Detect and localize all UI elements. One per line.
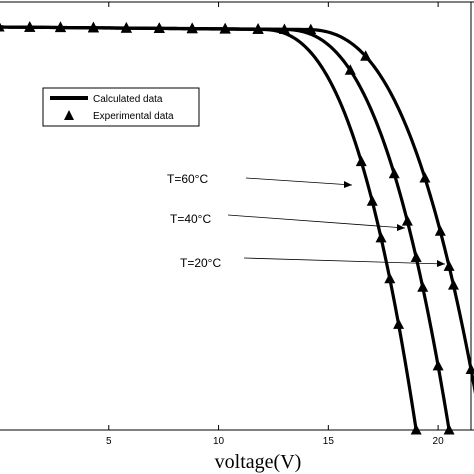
series-2-marker-7	[219, 22, 231, 34]
series-2-marker-14	[447, 279, 459, 290]
series-2-marker-13	[443, 260, 455, 271]
x-tick-label-0: 5	[106, 436, 112, 447]
series-0-marker-12	[384, 272, 396, 284]
annotation-arrowhead-t20	[437, 260, 445, 267]
series-1-marker-10	[344, 64, 356, 75]
annotation-arrowhead-t40	[397, 224, 405, 231]
series-0-marker-10	[366, 195, 378, 206]
x-tick-label-2: 15	[323, 436, 335, 447]
legend: Calculated data Experimental data	[42, 87, 200, 127]
series-0-marker-13	[393, 318, 405, 329]
series-1-marker-15	[432, 359, 444, 371]
series-2-marker-9	[305, 23, 317, 35]
x-tick-label-1: 10	[213, 436, 225, 447]
series-2-marker-15	[465, 363, 474, 375]
series-1-marker-16	[443, 424, 455, 435]
series-1-marker-11	[388, 167, 400, 179]
series-2-marker-10	[360, 50, 372, 61]
annotation-arrow-t20	[243, 257, 446, 265]
x-tick-label-3: 20	[433, 436, 445, 447]
series-0-marker-11	[375, 231, 387, 243]
series-2-marker-0	[0, 22, 5, 32]
annotation-arrowhead-t60	[344, 181, 352, 188]
series-2-marker-5	[153, 22, 165, 33]
annotation-t20: T=20°C	[180, 256, 221, 270]
series-0-marker-9	[355, 155, 367, 167]
series-2-marker-8	[252, 23, 264, 34]
series-2-marker-1	[24, 21, 36, 32]
series-1-marker-14	[417, 281, 429, 292]
temperature-annotations: T=60°C T=40°C T=20°C	[167, 172, 446, 270]
legend-entry-experimental: Experimental data	[93, 111, 174, 122]
legend-entry-calculated: Calculated data	[93, 94, 163, 105]
series-1-marker-12	[401, 215, 413, 226]
series-1-marker-9	[278, 23, 290, 34]
series-2-marker-11	[419, 172, 431, 183]
x-ticks-layer: 5 10 15 20	[106, 2, 444, 447]
series-2-marker-3	[87, 21, 99, 33]
x-axis-label: voltage(V)	[215, 451, 302, 473]
annotation-t40: T=40°C	[170, 212, 211, 226]
legend-triangle-swatch	[64, 110, 74, 120]
series-0-marker-14	[410, 424, 422, 435]
series-2-marker-2	[54, 21, 66, 32]
series-2-marker-6	[186, 22, 198, 34]
annotation-arrow-t60	[245, 177, 353, 186]
annotation-t60: T=60°C	[167, 172, 208, 186]
series-line-2	[0, 25, 474, 395]
series-2-marker-4	[120, 22, 132, 33]
series-2-marker-12	[434, 225, 446, 236]
annotation-arrow-t40	[227, 214, 406, 229]
series-1-marker-13	[410, 251, 422, 262]
markers-layer	[0, 21, 474, 435]
